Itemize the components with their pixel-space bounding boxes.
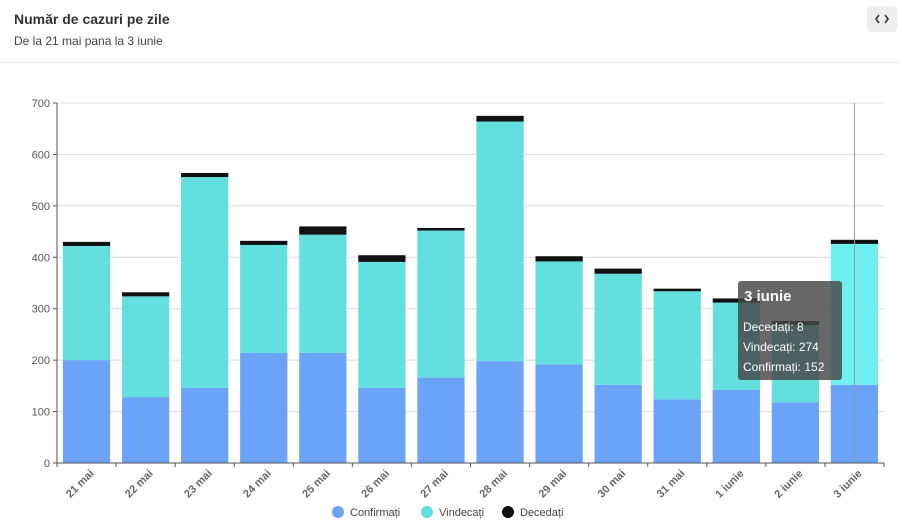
legend-item-vindecati[interactable]: Vindecați [421, 506, 484, 519]
bar-decedati-25-mai[interactable] [299, 226, 347, 235]
y-tick-label: 400 [32, 252, 50, 264]
y-tick-label: 600 [32, 149, 50, 161]
x-tick-label: 2 iunie [772, 468, 805, 501]
x-tick-label: 23 mai [182, 468, 215, 501]
bar-confirmati-1-iunie[interactable] [712, 389, 760, 463]
code-icon [875, 14, 889, 24]
bar-decedati-27-mai[interactable] [417, 227, 465, 231]
bar-decedati-28-mai[interactable] [476, 115, 524, 122]
bar-decedati-23-mai[interactable] [181, 172, 229, 178]
bar-decedati-29-mai[interactable] [535, 256, 583, 262]
y-tick-label: 500 [32, 201, 50, 213]
bar-confirmati-21-mai[interactable] [62, 360, 111, 463]
legend-item-decedati[interactable]: Decedați [502, 506, 563, 519]
bar-decedati-22-mai[interactable] [121, 292, 170, 297]
bar-vindecati-24-mai[interactable] [240, 244, 288, 353]
legend-label: Vindecați [439, 507, 484, 519]
bar-decedati-24-mai[interactable] [240, 240, 288, 245]
x-tick-label: 27 mai [418, 468, 451, 501]
x-tick-label: 28 mai [477, 468, 510, 501]
legend-marker [421, 506, 433, 518]
bar-confirmati-24-mai[interactable] [240, 352, 288, 463]
bar-confirmati-30-mai[interactable] [594, 384, 642, 463]
bar-confirmati-25-mai[interactable] [299, 352, 347, 463]
tooltip-line: Decedați: 8 [743, 320, 804, 334]
bar-vindecati-23-mai[interactable] [181, 177, 229, 388]
x-tick-label: 25 mai [300, 468, 333, 501]
y-tick-label: 100 [32, 407, 50, 419]
tooltip-box [738, 281, 842, 380]
bar-confirmati-31-mai[interactable] [653, 399, 701, 463]
x-tick-label: 30 mai [596, 468, 629, 501]
legend-label: Decedați [520, 507, 563, 519]
bar-vindecati-25-mai[interactable] [299, 234, 347, 353]
bar-decedati-21-mai[interactable] [62, 241, 111, 246]
tooltip-title: 3 iunie [744, 288, 792, 305]
bar-vindecati-26-mai[interactable] [358, 261, 406, 388]
bar-vindecati-21-mai[interactable] [62, 245, 111, 361]
bar-vindecati-22-mai[interactable] [121, 296, 170, 398]
code-toggle-button[interactable] [867, 6, 897, 32]
card-header: Număr de cazuri pe zile De la 21 mai pan… [0, 0, 900, 63]
x-tick-label: 22 mai [123, 468, 156, 501]
tooltip-line: Vindecați: 274 [743, 340, 819, 354]
bar-confirmati-26-mai[interactable] [358, 387, 406, 463]
x-tick-label: 1 iunie [713, 468, 746, 501]
bar-decedati-30-mai[interactable] [594, 268, 642, 274]
bar-decedati-1-iunie[interactable] [712, 298, 760, 303]
bar-confirmati-28-mai[interactable] [476, 361, 524, 463]
x-tick-label: 3 iunie [831, 468, 864, 501]
bar-decedati-31-mai[interactable] [653, 288, 701, 292]
chart-subtitle: De la 21 mai pana la 3 iunie [14, 34, 163, 48]
legend-label: Confirmați [350, 507, 400, 519]
bar-confirmati-27-mai[interactable] [417, 377, 465, 463]
legend-marker [332, 506, 344, 518]
y-tick-label: 300 [32, 304, 50, 316]
bar-decedati-26-mai[interactable] [358, 255, 406, 262]
chart-title: Număr de cazuri pe zile [14, 11, 170, 27]
y-tick-label: 0 [44, 458, 50, 470]
y-tick-label: 700 [32, 98, 50, 110]
bar-confirmati-22-mai[interactable] [121, 397, 170, 463]
legend-item-confirmati[interactable]: Confirmați [332, 506, 400, 519]
bar-vindecati-29-mai[interactable] [535, 261, 583, 365]
x-tick-label: 26 mai [359, 468, 392, 501]
x-tick-label: 29 mai [537, 468, 570, 501]
bar-vindecati-31-mai[interactable] [653, 291, 701, 400]
bar-confirmati-23-mai[interactable] [181, 387, 229, 463]
bar-confirmati-29-mai[interactable] [535, 364, 583, 463]
y-tick-label: 200 [32, 355, 50, 367]
bar-vindecati-30-mai[interactable] [594, 273, 642, 385]
bar-confirmati-2-iunie[interactable] [771, 402, 820, 463]
bar-vindecati-28-mai[interactable] [476, 121, 524, 362]
legend-marker [502, 506, 514, 518]
x-tick-label: 31 mai [655, 468, 688, 501]
tooltip-line: Confirmați: 152 [743, 360, 825, 374]
bar-vindecati-27-mai[interactable] [417, 230, 465, 378]
x-tick-label: 21 mai [64, 468, 97, 501]
x-tick-label: 24 mai [241, 468, 274, 501]
